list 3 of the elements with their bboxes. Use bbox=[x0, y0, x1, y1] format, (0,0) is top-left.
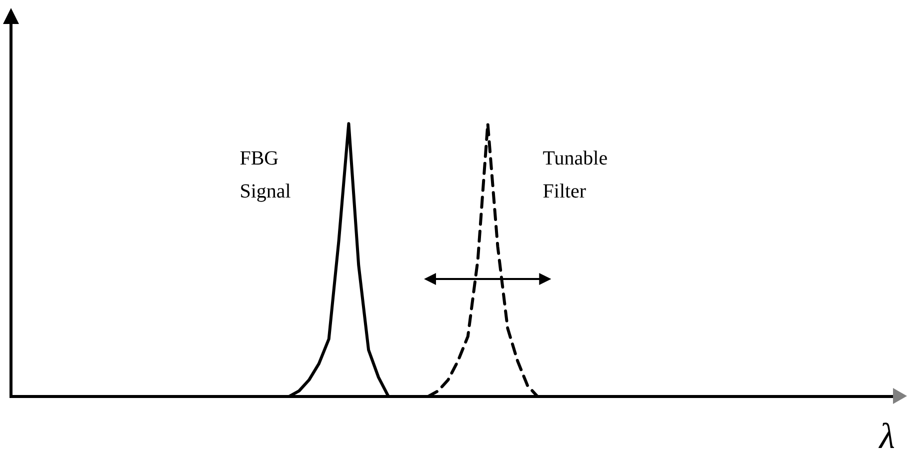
text: FBG Signal bbox=[240, 147, 292, 202]
text: Tunable Filter bbox=[542, 147, 608, 202]
x-axis-title: λ bbox=[878, 416, 895, 456]
